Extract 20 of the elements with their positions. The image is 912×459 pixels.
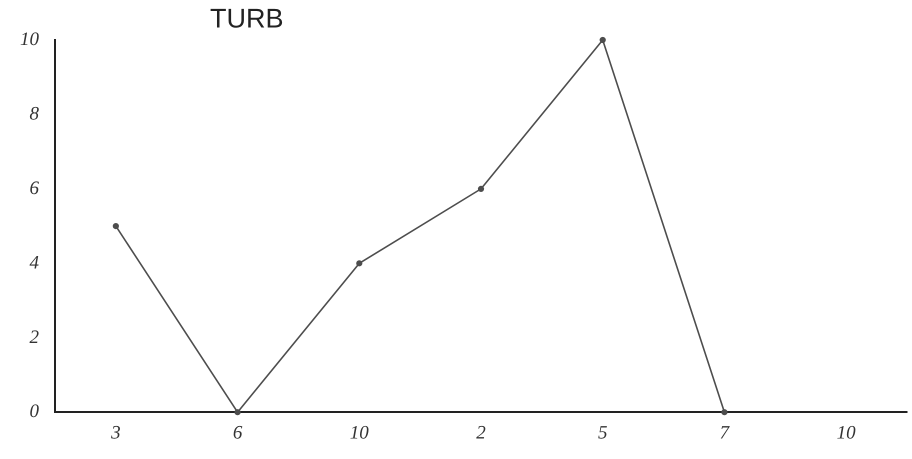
y-tick-label: 2: [30, 326, 40, 348]
x-tick-label: 3: [110, 422, 121, 444]
chart-title: TURB: [210, 3, 284, 34]
y-tick-label: 4: [30, 252, 40, 274]
y-tick-label: 10: [20, 29, 40, 50]
x-tick-label: 6: [232, 422, 243, 444]
point: [721, 409, 728, 416]
x-tick-label: 10: [836, 422, 856, 444]
x-tick-label: 10: [350, 422, 370, 444]
x-tick-label: 7: [720, 422, 731, 444]
point: [234, 409, 241, 416]
point: [112, 223, 119, 230]
point: [478, 186, 484, 192]
point: [356, 260, 362, 266]
point: [600, 36, 606, 44]
y-tick-label: 6: [30, 178, 40, 199]
y-tick-label: 8: [30, 103, 40, 124]
y-tick-label: 0: [30, 401, 40, 422]
x-tick-label: 2: [476, 422, 486, 444]
x-tick-label: 5: [598, 422, 608, 444]
